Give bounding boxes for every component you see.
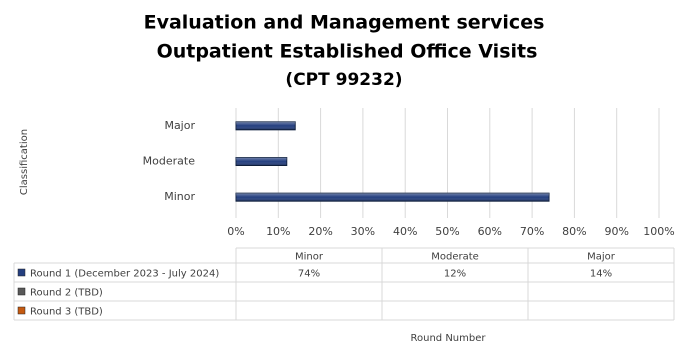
y-axis-label: Classification xyxy=(19,129,30,195)
x-tick-label: 20% xyxy=(308,225,332,238)
legend-label: Round 1 (December 2023 - July 2024) xyxy=(30,269,219,280)
chart-title: Outpatient Established Office Visits xyxy=(157,41,538,63)
chart-title: (CPT 99232) xyxy=(285,70,402,90)
table-header: Minor xyxy=(295,252,324,263)
legend-marker xyxy=(17,287,26,296)
y-tick-label: Moderate xyxy=(143,155,196,168)
x-tick-label: 80% xyxy=(562,225,586,238)
table-header: Major xyxy=(587,252,616,263)
table-cell: 74% xyxy=(298,269,320,280)
legend-marker xyxy=(17,268,26,277)
x-tick-label: 50% xyxy=(435,225,459,238)
x-tick-label: 10% xyxy=(266,225,290,238)
x-tick-label: 30% xyxy=(351,225,375,238)
table-cell: 12% xyxy=(444,269,466,280)
x-tick-label: 0% xyxy=(227,225,244,238)
x-tick-label: 90% xyxy=(604,225,628,238)
table-cell: 14% xyxy=(590,269,612,280)
y-tick-label: Major xyxy=(164,119,195,132)
legend-label: Round 2 (TBD) xyxy=(30,288,103,299)
x-tick-label: 70% xyxy=(520,225,544,238)
x-axis-label: Round Number xyxy=(411,333,487,344)
x-tick-label: 100% xyxy=(643,225,674,238)
x-tick-label: 40% xyxy=(393,225,417,238)
table-header: Moderate xyxy=(431,252,479,263)
legend-label: Round 3 (TBD) xyxy=(30,307,103,318)
bar-shade xyxy=(236,157,287,166)
bar-shade xyxy=(236,121,296,130)
x-tick-label: 60% xyxy=(478,225,502,238)
legend-marker xyxy=(17,306,26,315)
y-tick-label: Minor xyxy=(164,190,195,203)
bar-shade xyxy=(236,193,550,202)
chart-title: Evaluation and Management services xyxy=(144,12,545,34)
